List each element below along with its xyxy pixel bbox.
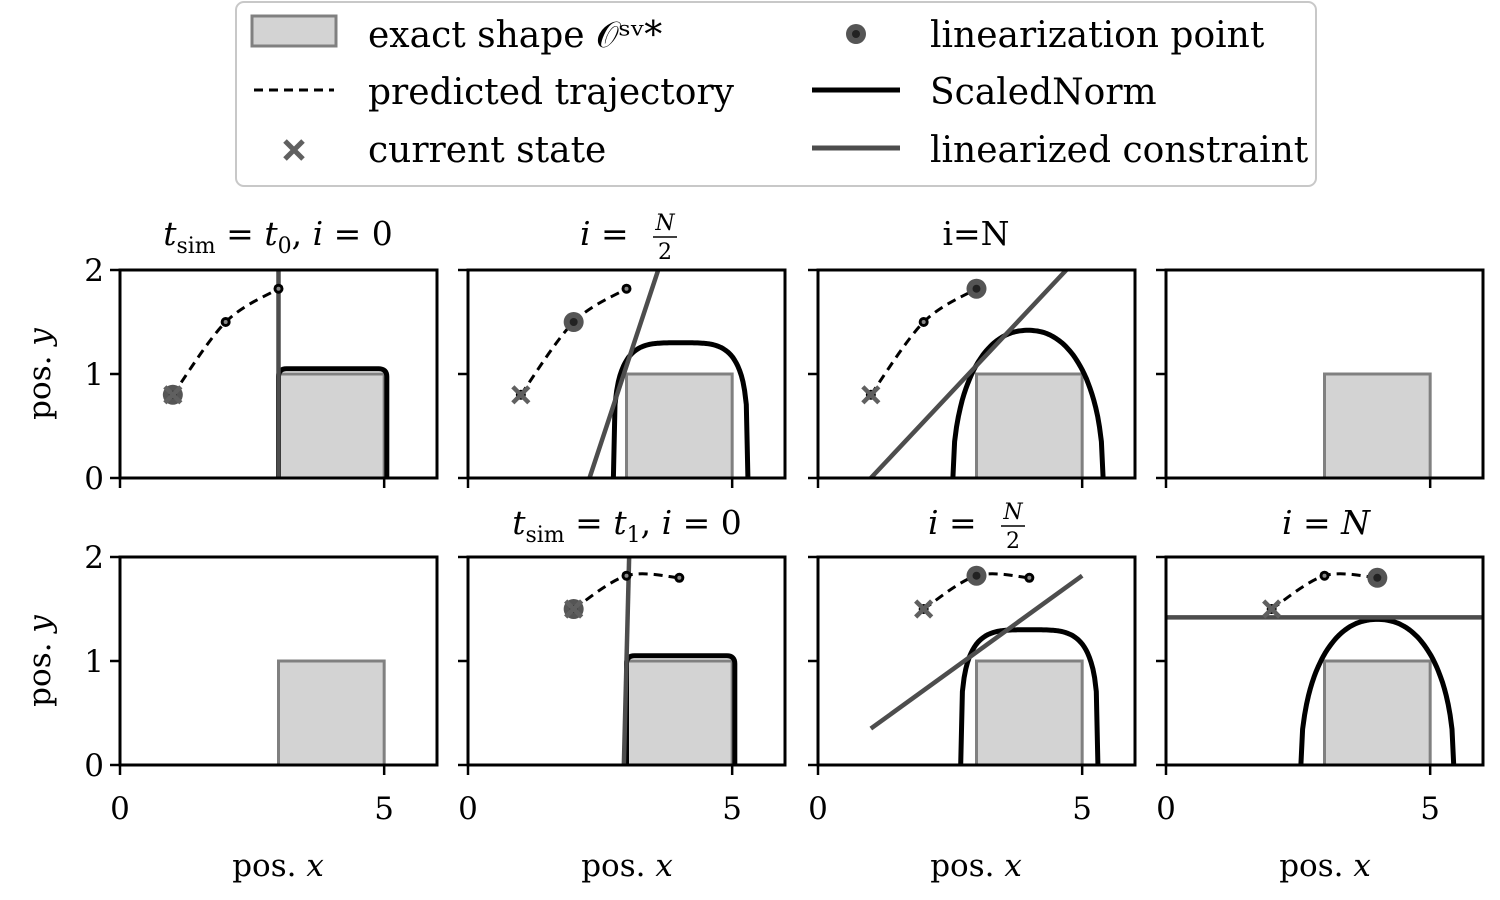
legend: exact shape 𝒪ˢᵛ* predicted trajectory cu…: [235, 1, 1317, 187]
panel-0-3-plot: [1323, 372, 1432, 478]
trajectory-point-center: [1322, 573, 1327, 578]
trajectory-point-center: [624, 573, 629, 578]
x-tick-label: 0: [110, 791, 130, 827]
linearization-point-core: [972, 571, 981, 580]
ylabel-row-0: pos. y: [22, 328, 58, 420]
linearized-constraint-line: [869, 573, 1084, 731]
svg-text:i =: i =: [580, 214, 629, 253]
linearized-constraint-line: [869, 270, 1068, 478]
svg-text:N: N: [1002, 500, 1023, 525]
svg-text:2: 2: [658, 240, 672, 265]
predicted-trajectory: [171, 287, 280, 396]
panel-1-3-plot: [1166, 567, 1483, 765]
y-tick-label: 1: [84, 644, 104, 680]
current-state-stroke: [564, 599, 584, 619]
trajectory-point-center: [921, 320, 926, 324]
legend-frame: [235, 1, 1317, 187]
panel-titles: tsim = t0, i = 0 i = N 2 i=N tsim = t1, …: [163, 211, 1371, 554]
current-state-marker: [861, 385, 881, 405]
trajectory-point-center: [677, 575, 682, 580]
panel-1-2-plot: [869, 565, 1101, 765]
obstacle-rect: [625, 372, 734, 478]
scalednorm-contour: [958, 627, 1101, 765]
panel-1-1-plot: [563, 557, 738, 765]
legend-marker-linearization-point: [846, 24, 866, 44]
svg-text:2: 2: [1006, 529, 1020, 554]
trajectory-point-center: [276, 286, 281, 291]
x-tick-label: 0: [808, 791, 828, 827]
y-tick-label: 2: [84, 253, 104, 289]
legend-label-trajectory: predicted trajectory: [368, 72, 735, 113]
obstacle-rect: [625, 659, 734, 765]
linearized-constraint-line: [621, 557, 632, 765]
linearization-point-core: [1373, 573, 1382, 582]
obstacle-rect: [277, 372, 386, 478]
x-tick-label: 0: [458, 791, 478, 827]
x-tick-label: 0: [1156, 791, 1176, 827]
svg-text:i =: i =: [928, 503, 977, 542]
panel-title-0-2: i=N: [942, 214, 1009, 253]
axis-labels: pos. y pos. y pos. x pos. x pos. x pos. …: [22, 328, 1371, 884]
obstacle-rect: [1323, 372, 1432, 478]
xlabel-col-2: pos. x: [930, 848, 1022, 884]
current-state-marker: [1262, 599, 1282, 619]
ylabel-row-1: pos. y: [22, 615, 58, 707]
panels: 0 1 2 0 1 2 0 5 0 5 0 5 0 5: [84, 253, 1485, 827]
panel-0-2-plot: [861, 270, 1106, 478]
svg-text:N: N: [654, 211, 675, 236]
obstacle-rect: [1323, 659, 1432, 765]
legend-label-exact-shape: exact shape 𝒪ˢᵛ*: [368, 15, 662, 56]
panel-title-1-2: i = N 2: [928, 500, 1025, 554]
legend-label-linearization-point: linearization point: [930, 15, 1265, 56]
panel-title-1-3: i = N: [1282, 503, 1371, 542]
current-state-marker: [511, 385, 531, 405]
legend-marker-current-state: [283, 139, 305, 161]
linearization-point-core: [569, 318, 578, 326]
predicted-trajectory: [869, 287, 978, 396]
obstacle-rect: [277, 659, 386, 765]
x-tick-label: 5: [374, 791, 394, 827]
current-state-marker: [163, 385, 183, 405]
predicted-trajectory: [519, 287, 628, 396]
obstacle-rect: [975, 659, 1084, 765]
legend-swatch-exact-shape: [250, 14, 338, 48]
xlabel-col-0: pos. x: [232, 848, 324, 884]
current-state-stroke: [914, 599, 934, 619]
trajectory-point-center: [1027, 575, 1032, 580]
linearized-constraint-line: [587, 270, 661, 478]
x-tick-label: 5: [1420, 791, 1440, 827]
trajectory-point-center: [624, 286, 629, 291]
panel-1-0-plot: [277, 659, 386, 765]
linearization-point-core: [972, 284, 981, 293]
panel-title-1-1: tsim = t1, i = 0: [512, 503, 742, 548]
current-state-stroke: [1262, 599, 1282, 619]
y-tick-label: 0: [84, 461, 104, 497]
obstacle-rect: [975, 372, 1084, 478]
xlabel-col-1: pos. x: [581, 848, 673, 884]
panel-title-0-0: tsim = t0, i = 0: [163, 214, 393, 259]
legend-label-linearized-constraint: linearized constraint: [930, 130, 1309, 171]
xlabel-col-3: pos. x: [1279, 848, 1371, 884]
current-state-marker: [914, 599, 934, 619]
legend-label-current-state: current state: [368, 130, 606, 171]
x-tick-label: 5: [1072, 791, 1092, 827]
x-tick-label: 5: [722, 791, 742, 827]
panel-title-0-1: i = N 2: [580, 211, 677, 265]
panel-0-1-plot: [511, 270, 751, 478]
current-state-stroke: [163, 385, 183, 405]
y-tick-label: 2: [84, 540, 104, 576]
current-state-stroke: [861, 385, 881, 405]
legend-label-scalednorm: ScaledNorm: [930, 72, 1157, 113]
current-state-marker: [564, 599, 584, 619]
scalednorm-contour: [610, 340, 751, 478]
current-state-stroke: [511, 385, 531, 405]
y-tick-label: 0: [84, 748, 104, 784]
y-tick-label: 1: [84, 357, 104, 393]
trajectory-point-center: [223, 320, 228, 324]
panel-0-0-plot: [162, 270, 390, 478]
